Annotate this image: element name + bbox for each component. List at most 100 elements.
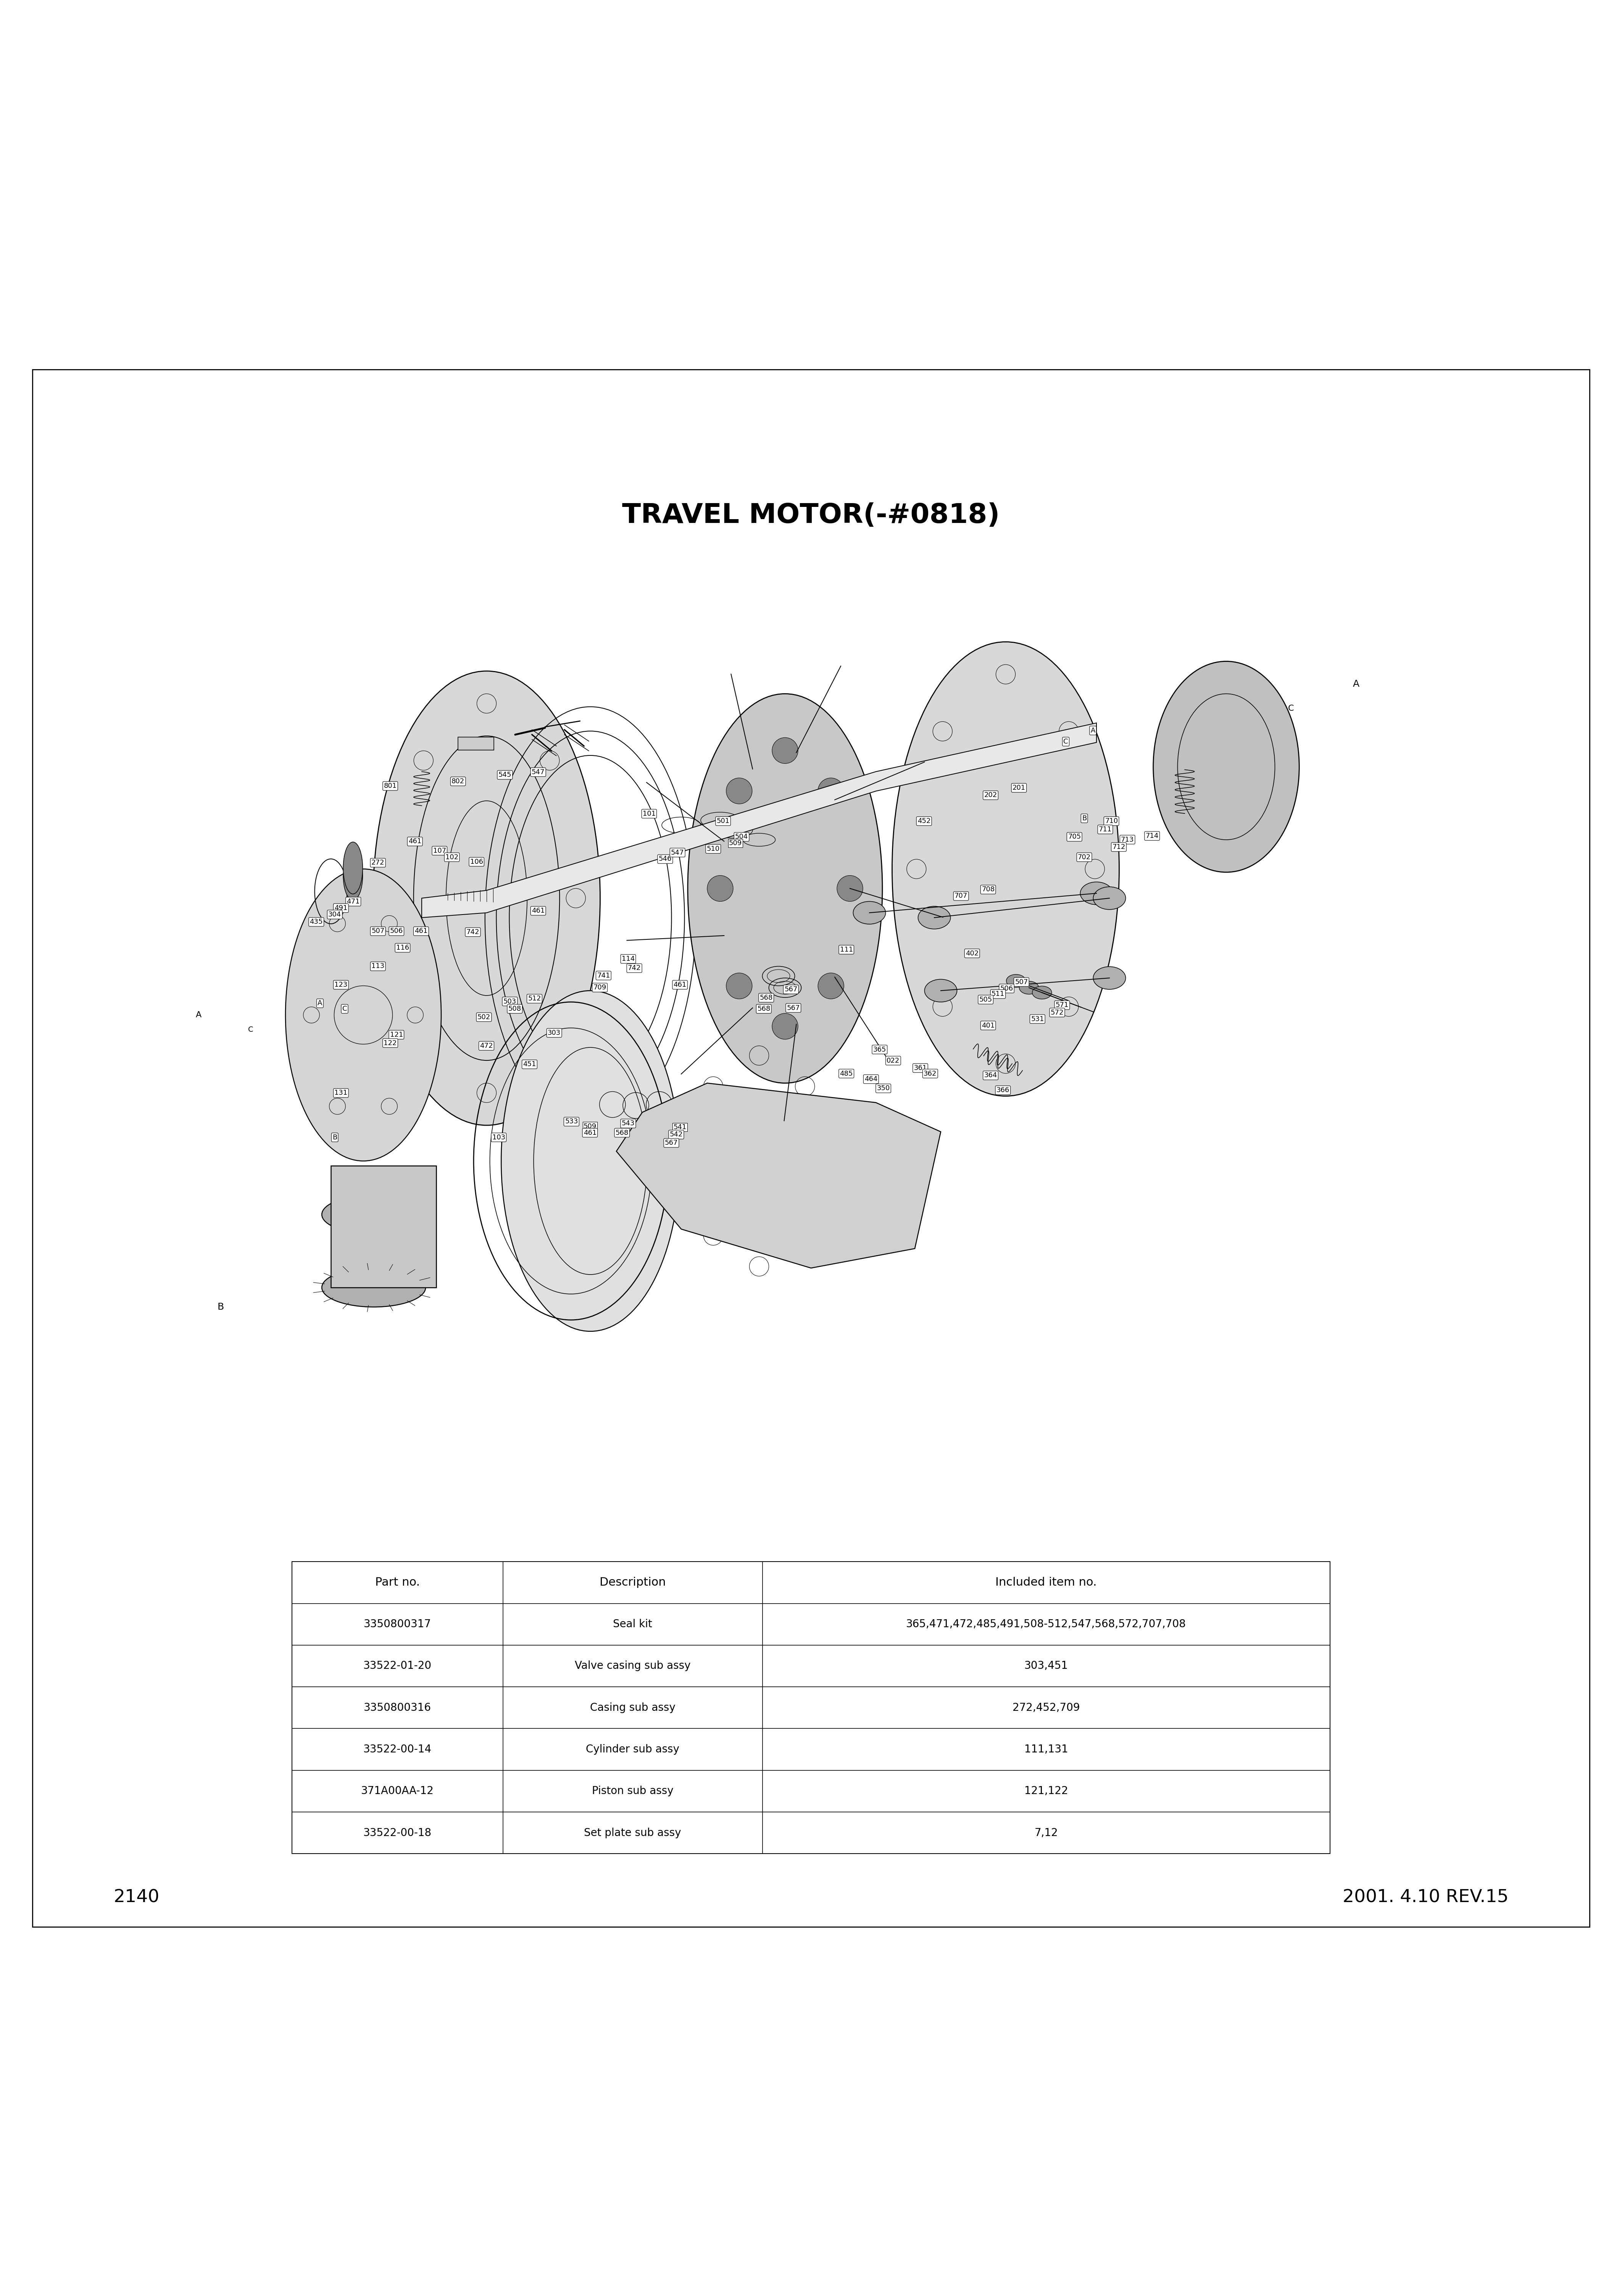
Text: 201: 201 [1012,785,1025,792]
Text: 707: 707 [954,893,968,900]
Text: 709: 709 [594,985,607,992]
Text: 365: 365 [873,1047,886,1054]
Text: C: C [1064,739,1069,744]
Ellipse shape [321,1267,425,1306]
Text: A: A [1353,680,1359,689]
Text: 485: 485 [840,1070,853,1077]
Circle shape [772,737,798,765]
Text: 451: 451 [522,1061,537,1068]
Text: 710: 710 [1105,817,1118,824]
Text: 464: 464 [865,1077,878,1081]
Text: 113: 113 [371,962,384,969]
Text: 542: 542 [670,1132,683,1139]
Text: 365,471,472,485,491,508-512,547,568,572,707,708: 365,471,472,485,491,508-512,547,568,572,… [907,1619,1186,1630]
Text: 742: 742 [628,964,641,971]
Text: Description: Description [600,1577,665,1589]
Circle shape [707,875,733,902]
Text: 366: 366 [996,1086,1009,1093]
Text: 303,451: 303,451 [1023,1660,1069,1671]
Ellipse shape [1080,882,1113,905]
Ellipse shape [285,868,441,1162]
Text: 568: 568 [757,1006,770,1013]
Text: 461: 461 [409,838,422,845]
Ellipse shape [321,1194,425,1233]
Text: 713: 713 [1121,836,1134,843]
Text: 022: 022 [887,1056,900,1063]
Text: B: B [333,1134,337,1141]
Ellipse shape [344,852,363,900]
Ellipse shape [1019,980,1038,994]
Text: C: C [342,1006,347,1013]
Text: TRAVEL MOTOR(-#0818): TRAVEL MOTOR(-#0818) [623,503,999,528]
Text: Part no.: Part no. [375,1577,420,1589]
Text: 543: 543 [621,1120,634,1127]
Text: 501: 501 [717,817,730,824]
Text: 101: 101 [642,810,655,817]
Text: 202: 202 [985,792,998,799]
Text: 505: 505 [980,996,993,1003]
Text: 3350800316: 3350800316 [363,1701,431,1713]
Text: 571: 571 [1056,1001,1069,1008]
Ellipse shape [918,907,950,930]
Text: C: C [248,1026,253,1033]
Ellipse shape [501,990,680,1332]
Circle shape [817,778,843,804]
Text: Included item no.: Included item no. [996,1577,1096,1589]
Text: 531: 531 [1032,1015,1045,1022]
Text: B: B [217,1302,224,1311]
Ellipse shape [1093,886,1126,909]
Bar [292,1561,1330,1853]
Text: 116: 116 [396,944,409,951]
Text: 371A00AA-12: 371A00AA-12 [362,1786,433,1795]
Text: 303: 303 [548,1029,561,1035]
Text: 545: 545 [498,771,511,778]
Text: 491: 491 [334,905,347,912]
Text: Valve casing sub assy: Valve casing sub assy [574,1660,691,1671]
Text: 3350800317: 3350800317 [363,1619,431,1630]
Circle shape [817,974,843,999]
Text: 572: 572 [1051,1010,1064,1015]
Text: 472: 472 [480,1042,493,1049]
Text: 461: 461 [532,907,545,914]
Text: 272,452,709: 272,452,709 [1012,1701,1080,1713]
Text: 461: 461 [415,928,428,934]
Text: 361: 361 [913,1065,926,1072]
Ellipse shape [1153,661,1299,872]
Text: 111: 111 [840,946,853,953]
Text: 272: 272 [371,859,384,866]
Text: 33522-01-20: 33522-01-20 [363,1660,431,1671]
Text: 507: 507 [371,928,384,934]
Text: 512: 512 [527,994,542,1001]
Text: B: B [1082,815,1087,822]
Text: 802: 802 [451,778,464,785]
Text: 502: 502 [477,1015,490,1022]
Text: 547: 547 [672,850,684,856]
Text: 541: 541 [673,1123,686,1130]
Text: 106: 106 [470,859,483,866]
Text: 509: 509 [728,840,741,847]
Text: 567: 567 [785,985,798,992]
Ellipse shape [1032,985,1051,999]
Text: 546: 546 [659,856,672,863]
Text: 508: 508 [508,1006,521,1013]
Text: 114: 114 [621,955,634,962]
Ellipse shape [344,843,363,893]
Text: 507: 507 [1015,978,1028,985]
Text: 401: 401 [981,1022,994,1029]
Text: 33522-00-14: 33522-00-14 [363,1745,431,1754]
Text: 504: 504 [735,833,748,840]
Text: 567: 567 [665,1139,678,1146]
Text: Piston sub assy: Piston sub assy [592,1786,673,1795]
Text: 506: 506 [389,928,402,934]
Text: 107: 107 [433,847,446,854]
Text: C: C [1288,705,1294,712]
Text: A: A [196,1010,201,1019]
Text: 364: 364 [985,1072,998,1079]
Text: 568: 568 [759,994,772,1001]
Ellipse shape [373,670,600,1125]
Text: Casing sub assy: Casing sub assy [590,1701,675,1713]
Text: Set plate sub assy: Set plate sub assy [584,1828,681,1839]
Text: 714: 714 [1145,833,1158,840]
Text: 509: 509 [584,1123,597,1130]
Circle shape [727,974,753,999]
